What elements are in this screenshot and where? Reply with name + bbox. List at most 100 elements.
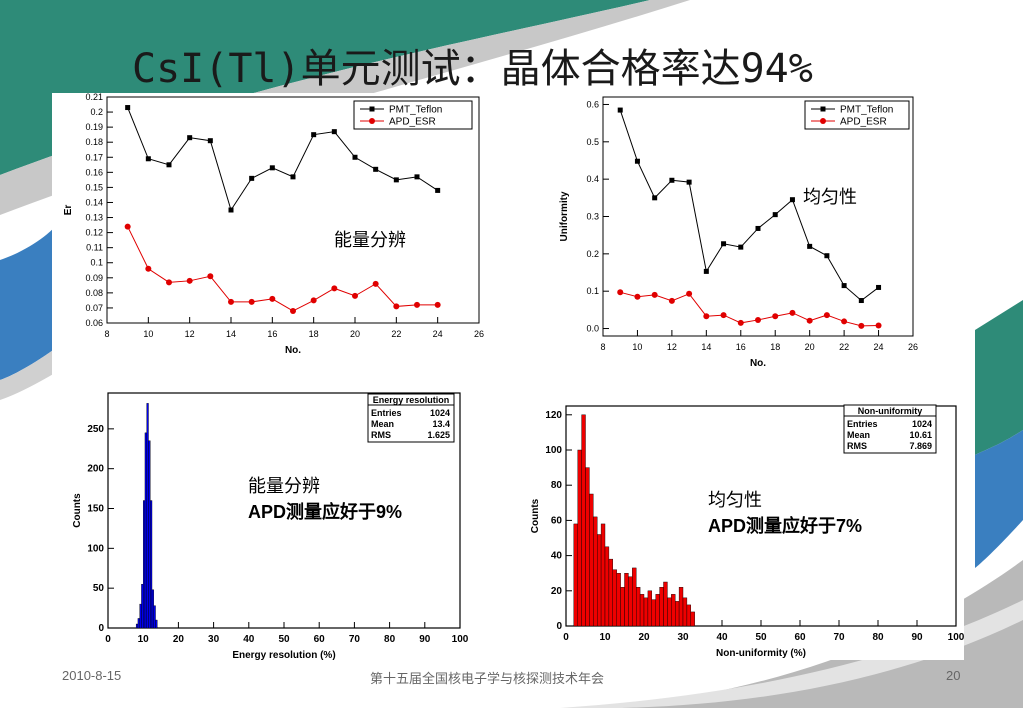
chart-annotation: 均匀性: [803, 187, 857, 207]
series-line-pmt-teflon: [619, 109, 879, 302]
x-tick-label: 14: [701, 342, 711, 352]
data-point-pmt-teflon: [414, 174, 420, 180]
histogram-bar: [155, 619, 158, 629]
data-point-apd-esr: [228, 298, 234, 305]
data-point-apd-esr: [806, 317, 813, 324]
histogram-bar: [153, 605, 156, 629]
data-point-apd-esr: [352, 292, 358, 299]
x-tick-label: 50: [278, 634, 290, 645]
data-point-pmt-teflon: [249, 175, 255, 181]
data-point-pmt-teflon: [393, 177, 399, 183]
data-point-apd-esr: [720, 312, 727, 319]
histogram-bar: [148, 440, 151, 629]
histogram-bar: [643, 597, 649, 627]
footer-conference: 第十五届全国核电子学与核探测技术年会: [370, 671, 605, 686]
y-tick-label: 0.6: [586, 99, 599, 109]
y-tick-label: 0.09: [85, 273, 103, 283]
data-point-apd-esr: [393, 303, 400, 310]
y-axis-label: Er: [63, 205, 74, 216]
x-tick-label: 20: [638, 632, 650, 643]
x-tick-label: 8: [104, 329, 109, 339]
histogram-bar: [616, 572, 621, 627]
y-tick-label: 0.1: [90, 258, 103, 268]
histogram-bar: [577, 449, 582, 627]
stats-value: 7.869: [909, 441, 932, 451]
y-tick-label: 50: [93, 583, 105, 594]
data-point-apd-esr: [737, 319, 744, 326]
x-tick-label: 100: [948, 632, 964, 643]
histogram-bar: [593, 516, 598, 627]
y-tick-label: 0.2: [90, 107, 103, 117]
data-point-pmt-teflon: [352, 154, 358, 160]
x-tick-label: 10: [143, 329, 153, 339]
x-tick-label: 24: [874, 342, 884, 352]
footer-date: 2010-8-15: [62, 668, 122, 683]
legend-marker: [820, 118, 826, 124]
x-axis-label: Non-uniformity (%): [716, 648, 806, 659]
histogram-bar: [663, 581, 668, 627]
y-tick-label: 0.19: [85, 122, 103, 132]
data-point-apd-esr: [207, 273, 214, 280]
x-tick-label: 80: [872, 632, 884, 643]
x-tick-label: 30: [677, 632, 689, 643]
left-gray-wave: [0, 345, 60, 400]
x-tick-label: 100: [452, 634, 469, 645]
stats-box: [367, 393, 455, 443]
chart-annotation-line: APD测量应好于7%: [708, 515, 862, 536]
y-tick-label: 0.2: [586, 249, 599, 259]
x-tick-label: 90: [419, 634, 431, 645]
histogram-bar: [137, 618, 140, 629]
data-point-apd-esr: [634, 293, 641, 300]
histogram-bar: [655, 594, 660, 627]
data-point-apd-esr: [372, 280, 379, 287]
x-axis-label: Energy resolution (%): [232, 650, 335, 660]
x-tick-label: 0: [105, 634, 111, 645]
x-tick-label: 14: [226, 329, 236, 339]
data-point-pmt-teflon: [269, 165, 275, 171]
data-point-pmt-teflon: [187, 135, 193, 141]
x-tick-label: 10: [138, 634, 150, 645]
x-tick-label: 70: [349, 634, 361, 645]
stats-label: Entries: [847, 419, 878, 429]
data-point-apd-esr: [331, 285, 338, 292]
histogram-bar: [624, 572, 629, 627]
stats-label: Entries: [371, 408, 402, 418]
data-point-apd-esr: [841, 318, 848, 325]
histogram-bar: [682, 597, 688, 627]
stats-label: Mean: [371, 419, 394, 429]
legend-marker: [820, 106, 826, 112]
histogram-bar: [581, 414, 586, 627]
data-point-pmt-teflon: [876, 284, 882, 290]
data-point-pmt-teflon: [634, 158, 640, 164]
right-teal-wave: [975, 300, 1023, 455]
data-point-pmt-teflon: [290, 174, 296, 180]
x-tick-label: 50: [755, 632, 767, 643]
stats-label: Mean: [847, 430, 870, 440]
data-point-pmt-teflon: [858, 298, 864, 304]
data-point-pmt-teflon: [841, 283, 847, 289]
legend-entry: PMT_Teflon: [389, 105, 442, 116]
chart-uniformity-vs-no: 8 10 12 14 16 18 20 22 24 26 0.0 0.1 0.2 0.3 0.4 0.5 0.6…: [559, 96, 918, 369]
y-tick-label: 0.15: [85, 182, 103, 192]
y-tick-label: 0.5: [586, 137, 599, 147]
chart-panel-uniformity-vs-no: 8 10 12 14 16 18 20 22 24 26 0.0 0.1 0.2 0.3 0.4 0.5 0.6…: [555, 93, 927, 378]
data-point-pmt-teflon: [652, 195, 658, 201]
series-line-pmt-teflon: [127, 107, 438, 212]
data-point-apd-esr: [772, 313, 779, 320]
top-teal-wave: [0, 0, 650, 175]
histogram-bar: [585, 467, 590, 627]
data-point-apd-esr: [145, 265, 152, 272]
x-tick-label: 70: [833, 632, 845, 643]
data-point-apd-esr: [823, 312, 830, 319]
x-tick-label: 16: [736, 342, 746, 352]
data-point-apd-esr: [166, 279, 172, 286]
histogram-bar: [144, 432, 147, 629]
y-tick-label: 0.0: [586, 324, 599, 334]
data-point-apd-esr: [310, 297, 317, 304]
data-point-pmt-teflon: [669, 177, 675, 183]
data-point-pmt-teflon: [311, 132, 317, 138]
y-tick-label: 0: [556, 621, 562, 632]
data-point-apd-esr: [686, 290, 693, 297]
x-tick-label: 90: [911, 632, 923, 643]
plot-frame: [106, 96, 480, 324]
